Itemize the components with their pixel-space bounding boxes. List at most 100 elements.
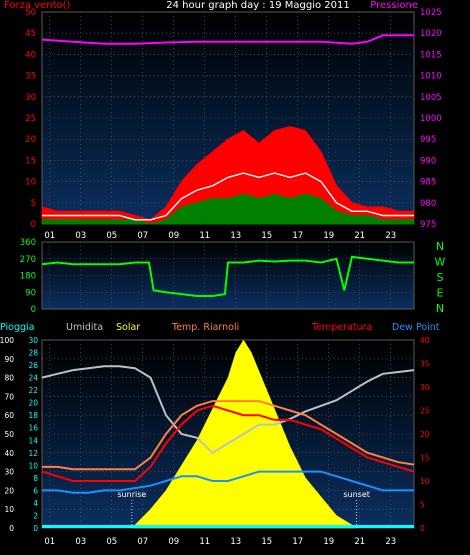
x-tick-label: 13 (230, 537, 241, 547)
solar-tick-label: 26 (28, 361, 38, 370)
compass-label: N (436, 240, 444, 253)
direction-tick-label: 360 (20, 238, 36, 248)
solar-tick-label: 14 (28, 436, 38, 445)
x-tick-label: 07 (137, 537, 148, 547)
right-tick-label: 985 (420, 178, 436, 188)
solar-tick-label: 0 (33, 524, 38, 533)
right-tick-label: 990 (420, 156, 436, 166)
solar-tick-label: 2 (33, 511, 38, 520)
wind-speed-area (41, 193, 415, 225)
x-tick-label: 11 (199, 537, 210, 547)
solar-tick-label: 18 (28, 411, 38, 420)
left-tick-label: 35 (25, 72, 36, 82)
x-tick-label: 23 (385, 231, 396, 241)
direction-tick-label: 0 (31, 305, 36, 315)
solar-tick-label: 12 (28, 449, 38, 458)
legend-entry: Solar (116, 322, 140, 333)
solar-tick-label: 24 (28, 374, 38, 383)
chart-title: 24 hour graph day : 19 Maggio 2011 (166, 0, 349, 11)
left-tick-label: 45 (25, 29, 36, 39)
humidity-tick-label: 70 (4, 392, 14, 401)
humidity-tick-label: 0 (9, 524, 14, 533)
legend-entry: Temp. Riarnoli (171, 322, 239, 333)
humidity-tick-label: 20 (4, 486, 14, 495)
humidity-tick-label: 90 (4, 355, 14, 364)
x-tick-label: 23 (385, 537, 396, 547)
legend-entry: Pioggia (0, 322, 35, 333)
x-tick-label: 21 (354, 537, 365, 547)
compass-label: N (436, 302, 444, 315)
annotation-label: sunrise (117, 490, 146, 499)
humidity-line (41, 365, 415, 455)
x-tick-label: 19 (323, 231, 334, 241)
solar-tick-label: 10 (28, 461, 38, 470)
temperature-tick-label: 10 (420, 477, 430, 486)
temperature-tick-label: 40 (420, 336, 430, 345)
humidity-tick-label: 100 (0, 336, 14, 345)
temp-riarnoli-line (42, 400, 415, 471)
solar-tick-label: 28 (28, 349, 38, 358)
compass-label: S (437, 271, 444, 284)
x-tick-label: 15 (261, 231, 272, 241)
dewpoint-line (42, 470, 414, 494)
left-tick-label: 20 (25, 135, 36, 145)
x-tick-label: 09 (168, 231, 179, 241)
compass-label: E (437, 287, 444, 300)
humidity-tick-label: 30 (4, 468, 14, 477)
x-tick-label: 19 (323, 537, 334, 547)
left-tick-label: 50 (25, 8, 36, 18)
solar-tick-label: 30 (28, 336, 38, 345)
annotation-label: sunset (343, 490, 370, 499)
solar-tick-label: 6 (33, 486, 38, 495)
x-tick-label: 01 (44, 537, 55, 547)
temp-humidity-solar-chart: 0102030405060708090100024681012141618202… (0, 322, 440, 547)
x-tick-label: 17 (292, 537, 303, 547)
temperatura-line (41, 404, 415, 482)
temperature-tick-label: 25 (420, 407, 430, 416)
x-tick-label: 11 (199, 231, 210, 241)
wind-pressure-chart: 0510152025303540455097598098599099510001… (4, 0, 442, 241)
solar-tick-label: 22 (28, 386, 38, 395)
direction-tick-label: 180 (20, 272, 36, 282)
temperature-tick-label: 5 (420, 501, 425, 510)
right-tick-label: 1005 (420, 93, 442, 103)
x-tick-label: 05 (106, 231, 117, 241)
right-tick-label: 995 (420, 135, 436, 145)
pressure-line (41, 34, 414, 45)
temperature-tick-label: 0 (420, 524, 425, 533)
left-axis-label: Forza vento() (4, 0, 71, 11)
temperature-tick-label: 35 (420, 360, 430, 369)
direction-tick-label: 90 (25, 288, 36, 298)
humidity-tick-label: 10 (4, 505, 14, 514)
left-tick-label: 25 (25, 114, 36, 124)
right-tick-label: 1025 (420, 8, 442, 18)
wind-direction-line (41, 255, 414, 297)
solar-tick-label: 4 (33, 499, 38, 508)
humidity-tick-label: 60 (4, 411, 14, 420)
right-tick-label: 1010 (420, 72, 442, 82)
left-tick-label: 0 (31, 220, 36, 230)
x-tick-label: 17 (292, 231, 303, 241)
x-tick-label: 03 (75, 231, 86, 241)
humidity-tick-label: 40 (4, 449, 14, 458)
humidity-tick-label: 80 (4, 374, 14, 383)
humidity-tick-label: 50 (4, 430, 14, 439)
right-tick-label: 975 (420, 220, 436, 230)
right-tick-label: 1000 (420, 114, 442, 124)
right-axis-label: Pressione (370, 0, 418, 11)
solar-tick-label: 20 (28, 399, 38, 408)
right-tick-label: 1015 (420, 50, 442, 60)
legend-entry: Dew Point (392, 322, 440, 333)
x-tick-label: 03 (75, 537, 86, 547)
x-tick-label: 01 (44, 231, 55, 241)
left-tick-label: 30 (25, 93, 36, 103)
temperature-tick-label: 30 (420, 383, 430, 392)
temperature-tick-label: 20 (420, 430, 430, 439)
wind-avg-line (42, 172, 414, 221)
right-tick-label: 980 (420, 199, 436, 209)
left-tick-label: 40 (25, 50, 36, 60)
direction-tick-label: 270 (20, 255, 36, 265)
x-tick-label: 15 (261, 537, 272, 547)
